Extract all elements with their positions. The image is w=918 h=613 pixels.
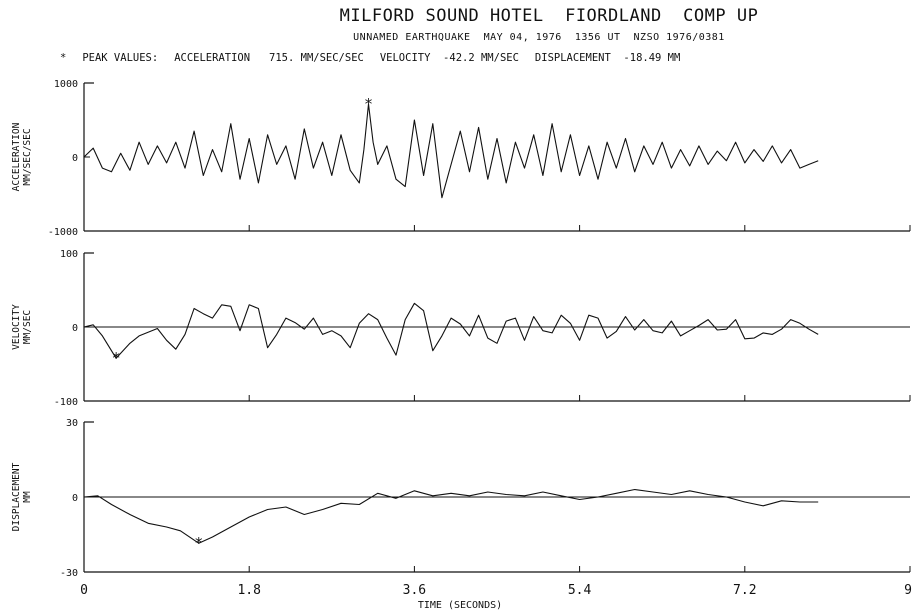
chart-subtitle: UNNAMED EARTHQUAKE MAY 04, 1976 1356 UT … (353, 32, 725, 43)
displacement-y-tick-label: 30 (66, 418, 78, 429)
peak-displacement: DISPLACEMENT -18.49 MM (534, 52, 681, 64)
x-tick-label: 7.2 (733, 583, 756, 598)
displacement-y-tick-label: 0 (72, 493, 78, 504)
peak-velocity: VELOCITY -42.2 MM/SEC (379, 52, 519, 64)
displacement-peak-asterisk-icon: * (194, 534, 203, 552)
x-tick-label: 3.6 (403, 583, 426, 598)
acceleration-trace (83, 103, 819, 199)
displacement-y-axis-label: MM (22, 491, 33, 503)
velocity-y-tick-label: 100 (60, 249, 78, 260)
x-tick-label: 5.4 (568, 583, 592, 598)
chart-title: MILFORD SOUND HOTEL FIORDLAND COMP UP (339, 6, 759, 26)
x-tick-label: 1.8 (237, 583, 260, 598)
velocity-y-axis-label: VELOCITY (11, 304, 22, 350)
displacement-y-tick-label: -30 (60, 568, 78, 579)
velocity-y-axis-label: MM/SEC (22, 310, 33, 344)
peak-acceleration: ACCELERATION 715. MM/SEC/SEC (174, 52, 364, 64)
velocity-y-tick-label: 0 (72, 323, 78, 334)
velocity-y-tick-label: -100 (54, 397, 78, 408)
acceleration-y-tick-label: 0 (72, 153, 78, 164)
acceleration-y-tick-label: -1000 (48, 227, 78, 238)
acceleration-y-tick-label: 1000 (54, 79, 78, 90)
velocity-trace (83, 302, 819, 359)
displacement-trace (83, 488, 819, 544)
x-axis-label: TIME (SECONDS) (418, 600, 502, 611)
peak-values-label: PEAK VALUES: (82, 52, 159, 64)
x-tick-label: 0 (80, 583, 88, 598)
acceleration-y-axis-label: MM/SEC/SEC (22, 128, 33, 185)
peak-marker-asterisk-icon: * (60, 52, 67, 64)
x-tick-label: 9 (904, 583, 912, 598)
velocity-peak-asterisk-icon: * (112, 349, 121, 367)
acceleration-y-axis-label: ACCELERATION (11, 122, 22, 191)
displacement-y-axis-label: DISPLACEMENT (11, 462, 22, 531)
peak-values-line: * PEAK VALUES: ACCELERATION 715. MM/SEC/SE… (60, 52, 696, 64)
acceleration-peak-asterisk-icon: * (364, 95, 373, 113)
